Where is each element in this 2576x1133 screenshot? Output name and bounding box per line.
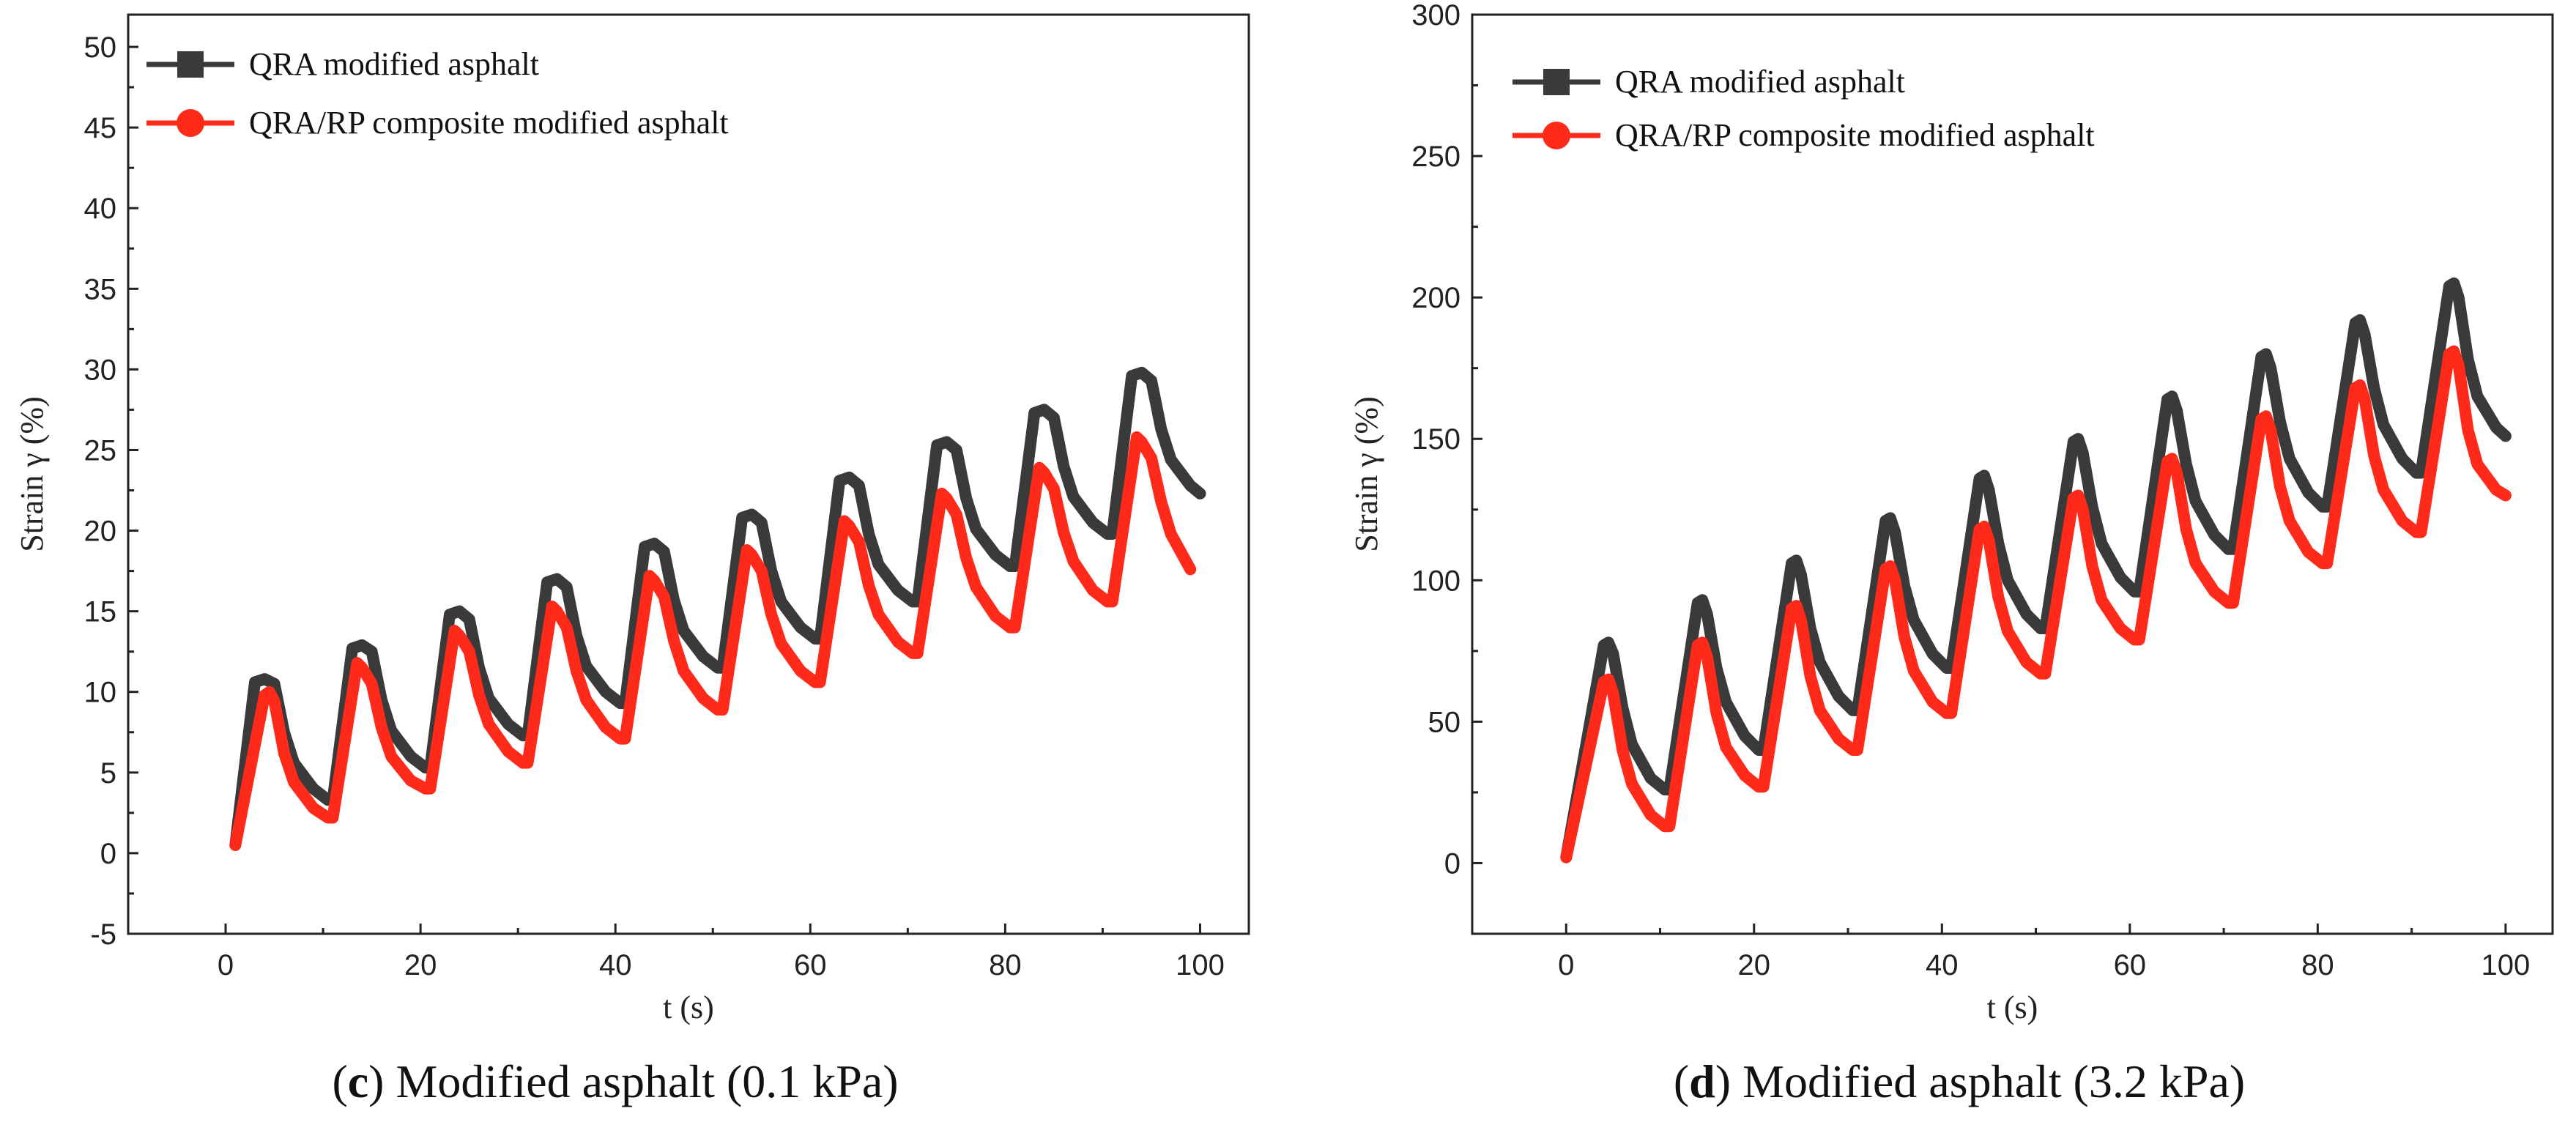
y-tick-label-c: 10	[84, 677, 117, 709]
y-tick-label-c: 40	[84, 193, 117, 225]
panel-d-chart: 0 50 100 150 200 250 300 0 20 40 60 80 100 t (s) Strai…	[1348, 0, 2554, 1025]
y-tick-label-d: 0	[1444, 847, 1460, 880]
panel-c-chart: -5 0 5 10 15 20 25 30 35 40 45 50 0 20 40 60 80 100 t (s) S…	[14, 13, 1250, 1025]
y-tick-label-c: 25	[84, 434, 117, 467]
caption-text-c: Modified asphalt (0.1 kPa)	[384, 1055, 899, 1107]
x-tick-label-d: 80	[2301, 949, 2334, 981]
x-tick-label-c: 40	[599, 949, 632, 981]
x-tick-label-d: 20	[1738, 949, 1771, 981]
plot-frame-c	[127, 13, 1250, 935]
x-tick-label-c: 60	[794, 949, 827, 981]
y-tick-label-c: 50	[84, 31, 117, 64]
legend-label-1-d: QRA modified asphalt	[1615, 64, 1905, 100]
legend-label-2-c: QRA/RP composite modified asphalt	[249, 105, 729, 141]
y-tick-label-c: 15	[84, 596, 117, 628]
caption-letter-d: d	[1689, 1055, 1715, 1107]
y-tick-label-d: 50	[1428, 706, 1461, 738]
caption-panel-c: (c) Modified asphalt (0.1 kPa)	[332, 1055, 899, 1107]
y-axis-label-c: Strain γ (%)	[14, 396, 50, 552]
series-line-2-c	[229, 431, 1197, 851]
y-tick-label-d: 150	[1411, 423, 1460, 456]
legend-label-2-d: QRA/RP composite modified asphalt	[1615, 117, 2095, 153]
x-tick-label-d: 0	[1558, 949, 1574, 981]
legend-marker-circle-c	[177, 109, 204, 137]
x-tick-label-c: 20	[404, 949, 437, 981]
x-tick-label-d: 40	[1926, 949, 1959, 981]
y-tick-label-c: 20	[84, 516, 117, 548]
y-tick-label-c: -5	[90, 918, 116, 951]
x-tick-label-c: 0	[218, 949, 234, 981]
y-tick-label-c: 30	[84, 354, 117, 386]
y-tick-label-c: 45	[84, 112, 117, 144]
x-tick-label-d: 60	[2114, 949, 2147, 981]
y-tick-label-d: 300	[1411, 0, 1460, 31]
legend-label-1-c: QRA modified asphalt	[249, 46, 539, 82]
y-axis-label-d: Strain γ (%)	[1348, 396, 1384, 552]
y-tick-label-c: 5	[100, 757, 116, 790]
legend-marker-circle-d	[1543, 122, 1570, 149]
y-tick-label-d: 250	[1411, 141, 1460, 173]
legend-marker-square-c	[177, 51, 204, 78]
x-tick-label-c: 80	[989, 949, 1022, 981]
caption-text-d: Modified asphalt (3.2 kPa)	[1731, 1055, 2246, 1107]
y-tick-label-d: 100	[1411, 565, 1460, 597]
y-tick-label-c: 35	[84, 273, 117, 305]
x-axis-label-c: t (s)	[663, 989, 714, 1025]
series-line-1-d	[1560, 277, 2512, 863]
x-tick-label-d: 100	[2481, 949, 2530, 981]
x-axis-label-d: t (s)	[1987, 989, 2038, 1025]
caption-letter-c: c	[347, 1055, 369, 1107]
series-line-2-d	[1560, 345, 2512, 863]
series-line-1-c	[229, 366, 1206, 851]
y-tick-label-c: 0	[100, 838, 116, 870]
y-tick-label-d: 200	[1411, 282, 1460, 314]
plot-frame-d	[1471, 13, 2554, 935]
caption-panel-d: (d) Modified asphalt (3.2 kPa)	[1673, 1055, 2246, 1107]
x-tick-label-c: 100	[1176, 949, 1225, 981]
legend-marker-square-d	[1543, 69, 1570, 95]
